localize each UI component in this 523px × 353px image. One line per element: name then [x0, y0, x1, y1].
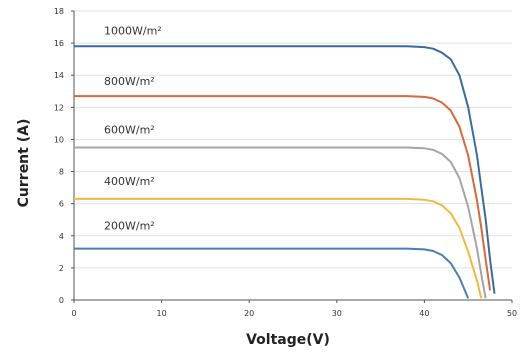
y-tick-label: 14	[54, 71, 64, 80]
y-tick-label: 6	[59, 200, 64, 209]
y-tick-label: 10	[54, 135, 64, 144]
x-axis-label: Voltage(V)	[246, 332, 330, 348]
series-label: 400W/m²	[104, 175, 155, 188]
series-lines	[74, 45, 496, 299]
y-tick-label: 4	[59, 232, 64, 241]
y-axis-label: Current (A)	[16, 119, 32, 208]
x-tick-label: 0	[71, 309, 76, 318]
x-tick-labels: 0 10 20 30 40 50	[71, 300, 517, 318]
x-tick-label: 10	[157, 309, 167, 318]
series-label: 600W/m²	[104, 123, 155, 136]
y-tick-label: 2	[59, 264, 64, 273]
x-tick-label: 30	[332, 309, 342, 318]
series-labels: 1000W/m² 800W/m² 600W/m² 400W/m² 200W/m²	[104, 24, 162, 232]
y-tick-label: 18	[54, 7, 64, 16]
series-label: 800W/m²	[104, 75, 155, 88]
axes	[73, 11, 512, 301]
series-line	[74, 95, 492, 291]
series-line	[74, 45, 496, 294]
y-tick-labels: 0 2 4 6 8 10 12 14 16 18	[54, 7, 74, 305]
x-tick-label: 50	[507, 309, 517, 318]
series-line	[74, 146, 487, 299]
x-tick-label: 20	[244, 309, 254, 318]
series-line	[74, 197, 483, 299]
y-tick-label: 8	[59, 168, 64, 177]
series-label: 200W/m²	[104, 220, 155, 233]
y-tick-label: 16	[54, 39, 64, 48]
y-tick-label: 0	[59, 296, 64, 305]
x-tick-label: 40	[419, 309, 429, 318]
y-tick-label: 12	[54, 103, 64, 112]
grid-lines	[74, 10, 512, 301]
series-label: 1000W/m²	[104, 24, 162, 37]
series-line	[74, 247, 470, 299]
